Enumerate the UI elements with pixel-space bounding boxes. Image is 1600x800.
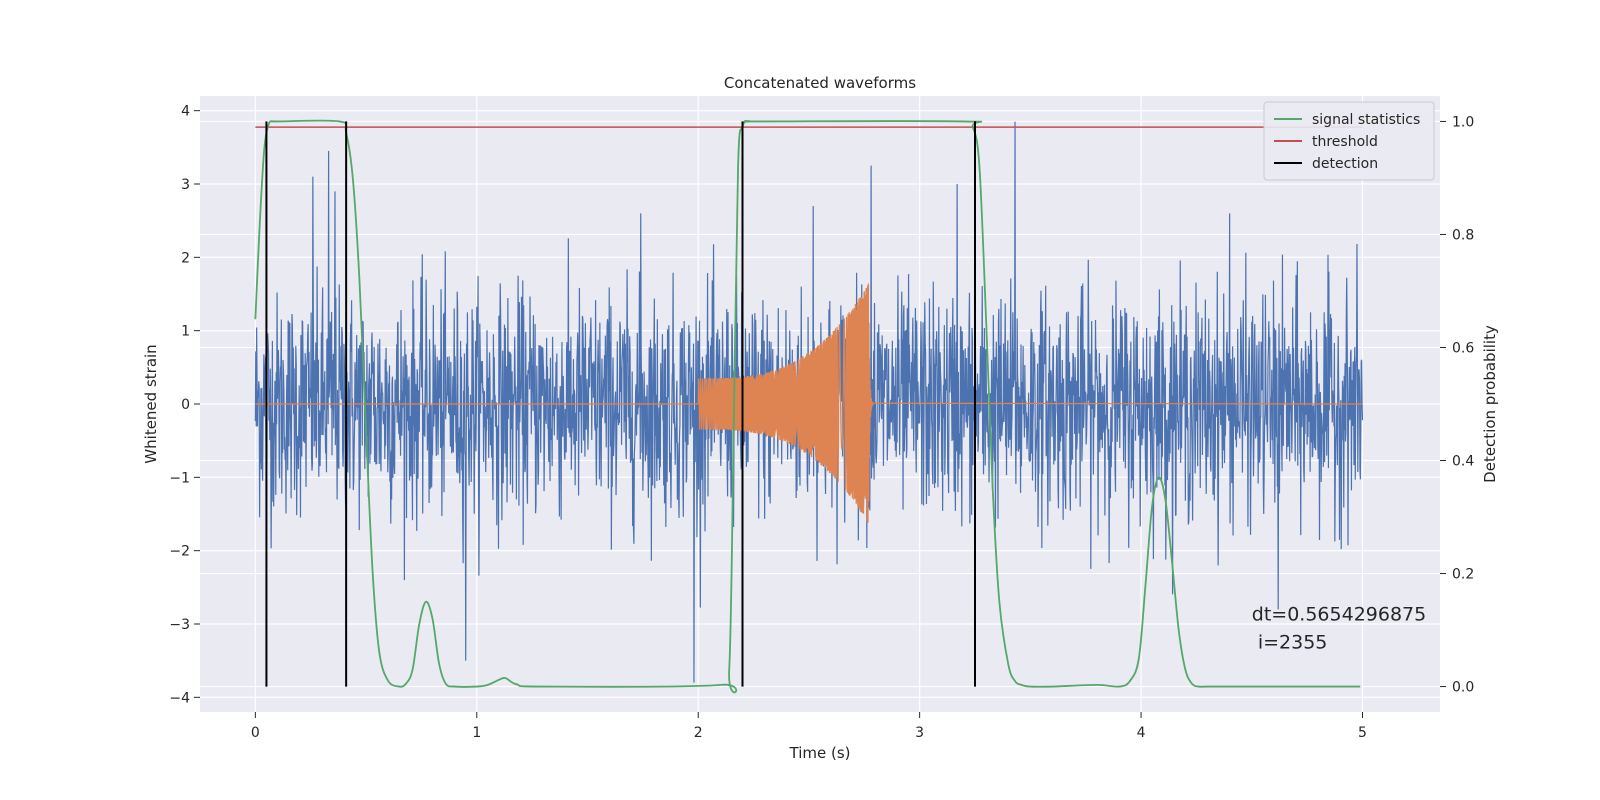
y-axis-label-right: Detection probability [1481, 325, 1499, 483]
x-tick-label: 0 [251, 725, 260, 741]
x-tick-label: 2 [694, 725, 703, 741]
y-tick-label-left: −2 [169, 544, 190, 560]
x-tick-label: 4 [1137, 725, 1146, 741]
y-tick-label-right: 0.4 [1452, 454, 1474, 470]
annotation-line-2: i=2355 [1252, 631, 1328, 653]
series-layer [254, 119, 1364, 694]
x-axis-label: Time (s) [789, 744, 851, 762]
y-tick-label-right: 0.2 [1452, 567, 1474, 583]
y-tick-label-left: 4 [181, 104, 190, 120]
legend-label: signal statistics [1312, 112, 1420, 128]
y-tick-label-left: −4 [169, 690, 190, 706]
signal-statistics-line [254, 119, 1361, 694]
x-tick-label: 5 [1358, 725, 1367, 741]
chart-title: Concatenated waveforms [724, 74, 916, 92]
y-tick-label-left: 2 [181, 250, 190, 266]
legend-label: threshold [1312, 134, 1378, 150]
y-tick-label-left: 1 [181, 324, 190, 340]
y-tick-label-right: 0.8 [1452, 227, 1474, 243]
legend-label: detection [1312, 156, 1378, 172]
x-tick-label: 3 [915, 725, 924, 741]
legend: signal statistics threshold detection [1263, 101, 1435, 181]
injection-series-line [255, 283, 1363, 523]
y-tick-label-right: 1.0 [1452, 114, 1474, 130]
x-tick-label: 1 [472, 725, 481, 741]
y-axis-label-left: Whitened strain [142, 344, 160, 463]
annotation-line-1: dt=0.5654296875 [1252, 603, 1426, 625]
y-tick-label-right: 0.0 [1452, 680, 1474, 696]
y-tick-label-right: 0.6 [1452, 340, 1474, 356]
y-tick-label-left: 3 [181, 177, 190, 193]
y-tick-label-left: −3 [169, 617, 190, 633]
annotation: dt=0.5654296875 i=2355 [1252, 603, 1426, 653]
y-tick-label-left: −1 [169, 470, 190, 486]
legend-box [1263, 101, 1435, 181]
axes-layer: 0 1 2 3 4 5 −4 −3 −2 −1 0 1 2 3 4 0.0 0.2 0.4 0.6 0.8 1.0 [169, 104, 1474, 741]
y-tick-label-left: 0 [181, 397, 190, 413]
